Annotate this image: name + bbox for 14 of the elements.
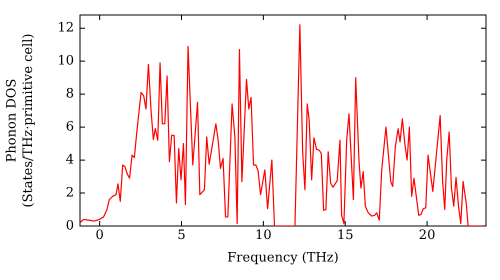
x-axis-title: Frequency (THz) [227,250,339,266]
y-tick-label: 6 [66,119,74,134]
y-axis-title: Phonon DOS (States/THz·primitive cell) [4,33,36,208]
x-tick-label: 10 [255,228,272,244]
y-tick-label: 12 [57,20,74,36]
y-tick-label: 4 [66,152,74,168]
x-tick-label: 5 [177,228,186,244]
x-tick-label: 15 [336,228,354,244]
y-tick-label: 2 [66,185,74,200]
x-tick-label: 20 [418,228,436,244]
x-tick-label: 0 [96,228,104,244]
y-tick-label: 8 [66,86,74,102]
y-tick-label: 0 [66,218,74,234]
y-tick-label: 10 [57,54,74,69]
